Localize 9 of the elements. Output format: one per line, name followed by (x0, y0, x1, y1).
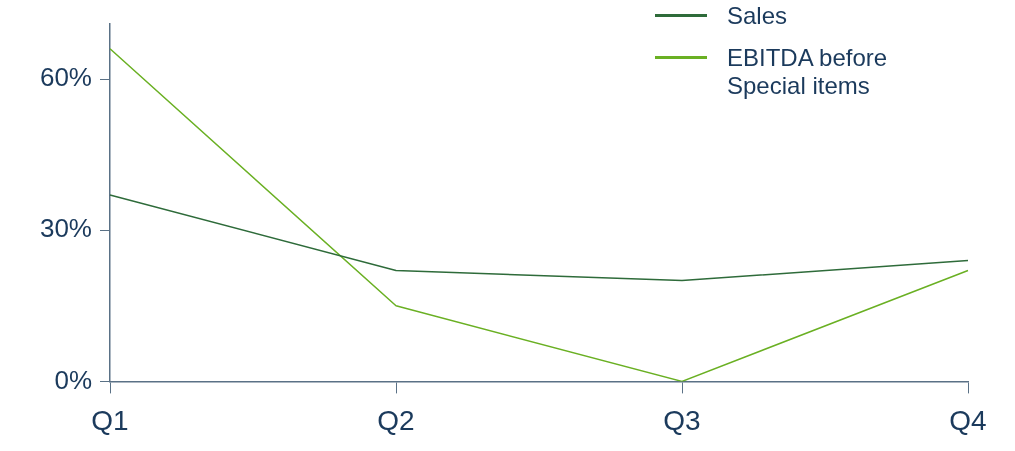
x-tick-label: Q4 (949, 404, 987, 436)
legend-label: Sales (727, 2, 789, 30)
y-tick-label: 30% (39, 213, 92, 244)
x-tick-label: Q1 (91, 404, 129, 436)
y-tick-label: 0% (54, 364, 92, 395)
y-tick-label: 60% (39, 62, 92, 93)
x-tick-label: Q3 (663, 404, 701, 436)
x-tick-label: Q2 (377, 404, 415, 436)
legend-label: EBITDA before Special items (727, 44, 889, 100)
